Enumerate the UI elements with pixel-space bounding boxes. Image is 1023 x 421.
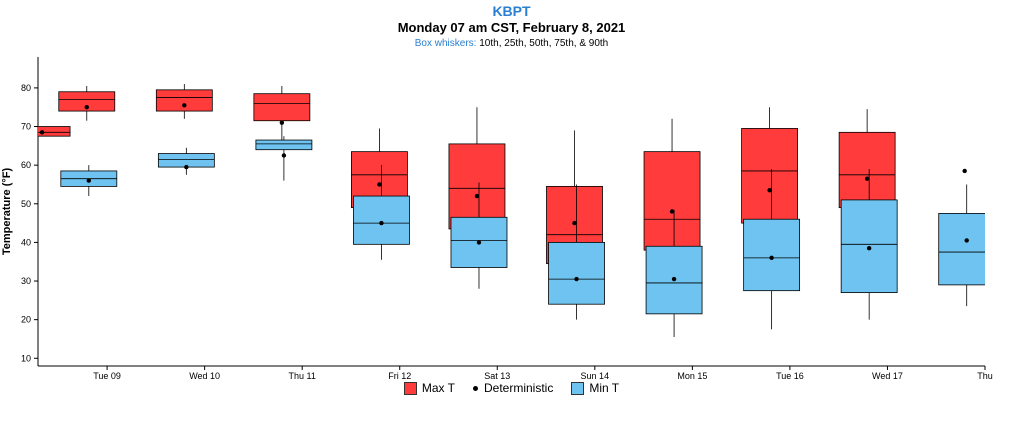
- y-tick-label: 20: [21, 315, 31, 325]
- min-box: [743, 218, 801, 292]
- max-box: [253, 93, 311, 122]
- legend: Max T Deterministic Min T: [0, 381, 1023, 395]
- max-deterministic-point: [279, 120, 285, 125]
- legend-min-item[interactable]: Min T: [571, 381, 619, 395]
- min-box: [938, 213, 985, 286]
- min-deterministic-point: [671, 276, 677, 282]
- max-deterministic-point: [669, 209, 675, 214]
- max-deterministic-point: [864, 176, 870, 181]
- max-deterministic-point: [962, 168, 967, 174]
- min-deterministic-point: [964, 238, 969, 243]
- x-tick-label: Wed 17: [872, 371, 903, 381]
- y-tick-label: 10: [21, 353, 31, 363]
- whisker-label: Box whiskers:: [414, 38, 477, 49]
- y-axis-title: Temperature (°F): [1, 168, 13, 256]
- x-tick-label: Sat 13: [484, 371, 510, 381]
- station-title: KBPT: [492, 3, 531, 19]
- x-tick-label: Tue 09: [93, 371, 121, 381]
- min-deterministic-point: [184, 164, 189, 170]
- max-box: [741, 128, 798, 224]
- x-tick-label: Thu: [977, 371, 993, 381]
- max-box: [448, 143, 506, 230]
- y-tick-label: 50: [21, 199, 31, 209]
- y-tick-label: 40: [21, 237, 31, 247]
- min-deterministic-point: [866, 245, 872, 251]
- plot-area: [38, 84, 985, 338]
- min-deterministic-point: [476, 240, 482, 245]
- max-box: [838, 131, 896, 209]
- legend-min-label: Min T: [589, 381, 620, 395]
- max-deterministic-point: [377, 182, 382, 187]
- legend-min-swatch: [571, 381, 585, 395]
- legend-max-label: Max T: [421, 381, 455, 395]
- y-tick-label: 30: [21, 276, 31, 286]
- legend-max-swatch: [403, 381, 417, 395]
- max-deterministic-point: [572, 220, 577, 226]
- min-deterministic-point: [379, 220, 384, 226]
- y-tick-label: 60: [21, 160, 31, 170]
- y-tick-label: 80: [21, 83, 31, 93]
- max-box: [58, 91, 116, 112]
- min-deterministic-point: [86, 178, 92, 183]
- max-deterministic-point: [84, 105, 89, 110]
- x-tick-label: Tue 16: [776, 371, 804, 381]
- x-tick-label: Mon 15: [677, 371, 707, 381]
- min-deterministic-point: [769, 255, 774, 261]
- min-deterministic-point: [574, 276, 579, 282]
- max-deterministic-point: [474, 193, 480, 199]
- x-tick-label: Sun 14: [581, 371, 610, 381]
- x-tick-label: Wed 10: [189, 371, 220, 381]
- min-deterministic-point: [281, 153, 287, 158]
- max-deterministic-point: [39, 130, 45, 135]
- min-box: [353, 195, 410, 245]
- forecast-subtitle: Monday 07 am CST, February 8, 2021: [397, 20, 626, 35]
- whisker-note: Box whiskers: 10th, 25th, 50th, 75th, & …: [0, 38, 1023, 49]
- legend-det-item[interactable]: Deterministic: [472, 381, 554, 395]
- min-box: [255, 139, 313, 151]
- x-tick-label: Thu 11: [289, 371, 316, 381]
- max-deterministic-point: [767, 188, 772, 193]
- legend-max-item[interactable]: Max T: [403, 381, 455, 395]
- whisker-desc: 10th, 25th, 50th, 75th, & 90th: [479, 38, 609, 49]
- min-box: [548, 241, 605, 305]
- max-box: [643, 151, 701, 251]
- legend-det-dot: [472, 385, 478, 391]
- legend-det-label: Deterministic: [483, 381, 554, 395]
- max-box: [155, 89, 213, 112]
- x-tick-label: Fri 12: [388, 371, 411, 381]
- max-deterministic-point: [182, 103, 187, 108]
- max-box: [38, 126, 71, 137]
- y-tick-label: 70: [21, 122, 31, 132]
